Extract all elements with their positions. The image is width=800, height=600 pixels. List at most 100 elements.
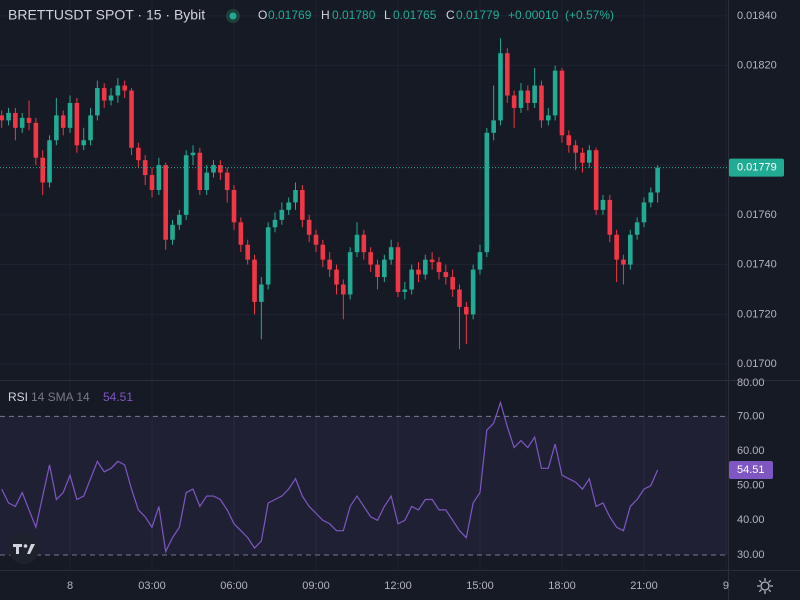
- low-value: 0.01765: [393, 8, 437, 22]
- candle-body: [13, 112, 18, 128]
- high-label: H: [321, 8, 330, 22]
- candle-body: [546, 115, 551, 121]
- candle-body: [101, 88, 107, 101]
- candle-body: [347, 252, 353, 295]
- candle-body: [580, 152, 585, 163]
- high-value: 0.01780: [332, 8, 376, 22]
- candle-body: [245, 244, 250, 260]
- candle-body: [573, 145, 578, 153]
- candle-body: [627, 234, 633, 265]
- candle-body: [593, 150, 599, 210]
- candle-body: [238, 222, 244, 245]
- candle-body: [197, 152, 203, 190]
- candle-body: [272, 219, 278, 228]
- candle-body: [655, 167, 660, 193]
- candle-body: [388, 247, 394, 260]
- y-tick-label: 0.01740: [737, 259, 777, 271]
- x-tick-label: 12:00: [384, 580, 412, 592]
- y-tick-label: 50.00: [737, 480, 765, 492]
- candle-body: [552, 70, 558, 116]
- candle-body: [252, 259, 257, 302]
- candle-body: [33, 122, 39, 158]
- candle-body: [211, 165, 216, 173]
- candle-body: [443, 272, 449, 278]
- candle-body: [607, 199, 613, 235]
- candle-body: [0, 115, 5, 121]
- candle-body: [122, 85, 127, 91]
- candle-body: [450, 277, 455, 290]
- candle-body: [231, 190, 237, 223]
- candle-body: [525, 90, 531, 103]
- candle-body: [334, 269, 339, 285]
- y-tick-label: 0.01820: [737, 60, 777, 72]
- candle-body: [259, 284, 264, 302]
- candle-body: [204, 172, 209, 190]
- rsi-value-badge: [729, 461, 773, 480]
- candle-body: [320, 244, 326, 260]
- candle-body: [416, 269, 421, 275]
- last-price-badge: [729, 158, 784, 177]
- x-tick-label: 21:00: [630, 580, 658, 592]
- candle-body: [341, 284, 346, 295]
- candle-body: [19, 117, 25, 128]
- indicator-value: 54.51: [103, 390, 133, 404]
- candle-body: [382, 259, 387, 278]
- candle-body: [498, 53, 503, 121]
- candle-body: [621, 259, 626, 265]
- candle-body: [327, 259, 332, 270]
- low-label: L: [384, 8, 391, 22]
- candle-body: [429, 259, 435, 263]
- y-tick-label: 40.00: [737, 514, 765, 526]
- candle-body: [47, 140, 52, 183]
- candle-body: [74, 102, 80, 146]
- candle-body: [67, 102, 73, 128]
- candle-body: [88, 115, 93, 141]
- candle-body: [634, 222, 640, 235]
- settings-icon[interactable]: [757, 578, 773, 594]
- candle-body: [491, 120, 496, 133]
- candle-body: [484, 132, 490, 253]
- candle-body: [40, 157, 46, 183]
- candle-body: [129, 90, 134, 148]
- candle-body: [6, 112, 11, 121]
- candle-body: [648, 192, 654, 203]
- y-tick-label: 70.00: [737, 410, 765, 422]
- candle-body: [183, 155, 189, 215]
- candle-body: [361, 234, 367, 253]
- candle-body: [600, 199, 606, 210]
- y-tick-label: 80.00: [737, 377, 765, 389]
- candle-body: [60, 115, 66, 128]
- candle-body: [300, 190, 305, 220]
- candle-body: [177, 214, 182, 225]
- candle-body: [149, 175, 155, 190]
- candle-body: [81, 140, 86, 146]
- candle-body: [142, 160, 148, 176]
- candle-body: [505, 53, 510, 96]
- candle-body: [402, 289, 408, 292]
- rsi-line: [1, 400, 659, 554]
- tradingview-logo[interactable]: [9, 534, 39, 564]
- y-tick-label: 0.01760: [737, 209, 777, 221]
- plot: [0, 38, 728, 554]
- candle-body: [464, 306, 469, 315]
- y-tick-label: 0.01840: [737, 10, 777, 22]
- x-tick-label: 9: [723, 580, 729, 592]
- candle-body: [566, 135, 572, 146]
- y-tick-label: 60.00: [737, 445, 765, 457]
- indicator-title[interactable]: RSI: [8, 390, 28, 404]
- candle-body: [470, 269, 476, 315]
- x-tick-label: 15:00: [466, 580, 494, 592]
- change-percent: (+0.57%): [565, 8, 614, 22]
- candle-body: [587, 150, 592, 163]
- candle-body: [559, 70, 565, 136]
- symbol-title[interactable]: BRETTUSDT SPOT · 15 · Bybit: [8, 7, 205, 23]
- candle-body: [368, 252, 373, 265]
- candle-body: [457, 289, 462, 307]
- candle-body: [354, 234, 360, 253]
- candle-body: [54, 115, 59, 141]
- candle-body: [170, 224, 175, 240]
- candle-body: [224, 172, 230, 190]
- candle-body: [313, 234, 319, 245]
- candle-body: [518, 90, 524, 108]
